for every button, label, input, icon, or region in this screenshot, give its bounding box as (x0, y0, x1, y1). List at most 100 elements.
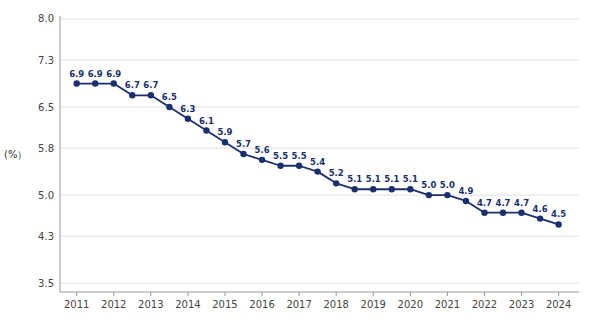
point (333, 180, 339, 186)
x-tick-label: 2024 (546, 299, 571, 310)
data-label: 4.7 (495, 198, 510, 208)
point (129, 92, 135, 98)
x-tick-label: 2013 (138, 299, 163, 310)
point (518, 210, 524, 216)
data-label: 6.7 (125, 80, 140, 90)
point (111, 80, 117, 86)
data-label: 5.1 (384, 174, 399, 184)
grid-line (60, 60, 579, 61)
grid-line (60, 18, 579, 19)
x-tick-label: 2017 (286, 299, 311, 310)
grid-line (60, 236, 579, 237)
point (444, 192, 450, 198)
data-label: 6.7 (143, 80, 158, 90)
x-tick (410, 292, 411, 296)
data-label: 6.9 (69, 69, 84, 79)
data-label: 4.6 (533, 204, 548, 214)
x-tick (447, 292, 448, 296)
point (407, 186, 413, 192)
point (277, 163, 283, 169)
chart: 3.5 4.3 5.0 5.8 6.5 7.3 8.0 2011 2012 2013 2014 201… (0, 0, 593, 320)
point (426, 192, 432, 198)
y-axis-line (60, 16, 61, 292)
y-tick-label: 3.5 (38, 278, 54, 289)
data-label: 5.1 (347, 174, 362, 184)
x-tick (150, 292, 151, 296)
x-tick-label: 2023 (509, 299, 534, 310)
x-tick (558, 292, 559, 296)
data-label: 5.1 (403, 174, 418, 184)
grid-line (60, 283, 579, 284)
data-labels: 6.96.96.96.76.76.56.36.15.95.75.65.55.55… (69, 69, 566, 220)
x-tick-label: 2019 (361, 299, 386, 310)
x-tick-label: 2014 (175, 299, 200, 310)
x-tick-label: 2022 (472, 299, 497, 310)
data-label: 5.2 (329, 168, 344, 178)
point (537, 215, 543, 221)
data-label: 6.3 (180, 104, 195, 114)
point (259, 157, 265, 163)
x-tick (336, 292, 337, 296)
x-tick-label: 2012 (101, 299, 126, 310)
data-label: 5.9 (217, 127, 232, 137)
data-label: 6.9 (106, 69, 121, 79)
data-label: 6.5 (162, 92, 177, 102)
grid-line (60, 148, 579, 149)
y-tick-label: 5.8 (38, 143, 54, 154)
point (92, 80, 98, 86)
x-tick (76, 292, 77, 296)
point (500, 210, 506, 216)
x-tick (262, 292, 263, 296)
x-tick-label: 2011 (64, 299, 89, 310)
data-label: 5.1 (366, 174, 381, 184)
x-tick (187, 292, 188, 296)
series (73, 80, 561, 227)
data-label: 5.4 (310, 157, 325, 167)
x-tick (113, 292, 114, 296)
x-tick-label: 2020 (398, 299, 423, 310)
data-label: 5.5 (292, 151, 307, 161)
data-label: 4.7 (514, 198, 529, 208)
x-tick (484, 292, 485, 296)
data-label: 5.0 (421, 180, 436, 190)
x-axis-line (60, 292, 579, 293)
point (370, 186, 376, 192)
x-tick-label: 2016 (249, 299, 274, 310)
data-label: 5.6 (255, 145, 270, 155)
line (77, 84, 559, 225)
point (389, 186, 395, 192)
x-tick-label: 2018 (323, 299, 348, 310)
point (222, 139, 228, 145)
point (240, 151, 246, 157)
point (555, 221, 561, 227)
point (203, 127, 209, 133)
data-label: 5.7 (236, 139, 251, 149)
x-tick-label: 2015 (212, 299, 237, 310)
point (352, 186, 358, 192)
point (296, 163, 302, 169)
x-tick (373, 292, 374, 296)
data-label: 5.0 (440, 180, 455, 190)
data-label: 4.5 (551, 209, 566, 219)
grid-line (60, 107, 579, 108)
grid-line (60, 195, 579, 196)
y-axis-label: (%） (4, 149, 27, 160)
y-tick-label: 8.0 (38, 13, 54, 24)
y-grid (60, 19, 579, 283)
point (148, 92, 154, 98)
point (463, 198, 469, 204)
data-label: 5.5 (273, 151, 288, 161)
point (481, 210, 487, 216)
data-label: 6.1 (199, 116, 214, 126)
point (73, 80, 79, 86)
y-tick-label: 4.3 (38, 231, 54, 242)
data-label: 4.7 (477, 198, 492, 208)
x-tick (224, 292, 225, 296)
point (314, 168, 320, 174)
y-tick-label: 7.3 (38, 55, 54, 66)
data-label: 6.9 (88, 69, 103, 79)
x-tick-label: 2021 (435, 299, 460, 310)
data-label: 4.9 (458, 186, 473, 196)
x-tick (521, 292, 522, 296)
y-tick-label: 6.5 (38, 102, 54, 113)
